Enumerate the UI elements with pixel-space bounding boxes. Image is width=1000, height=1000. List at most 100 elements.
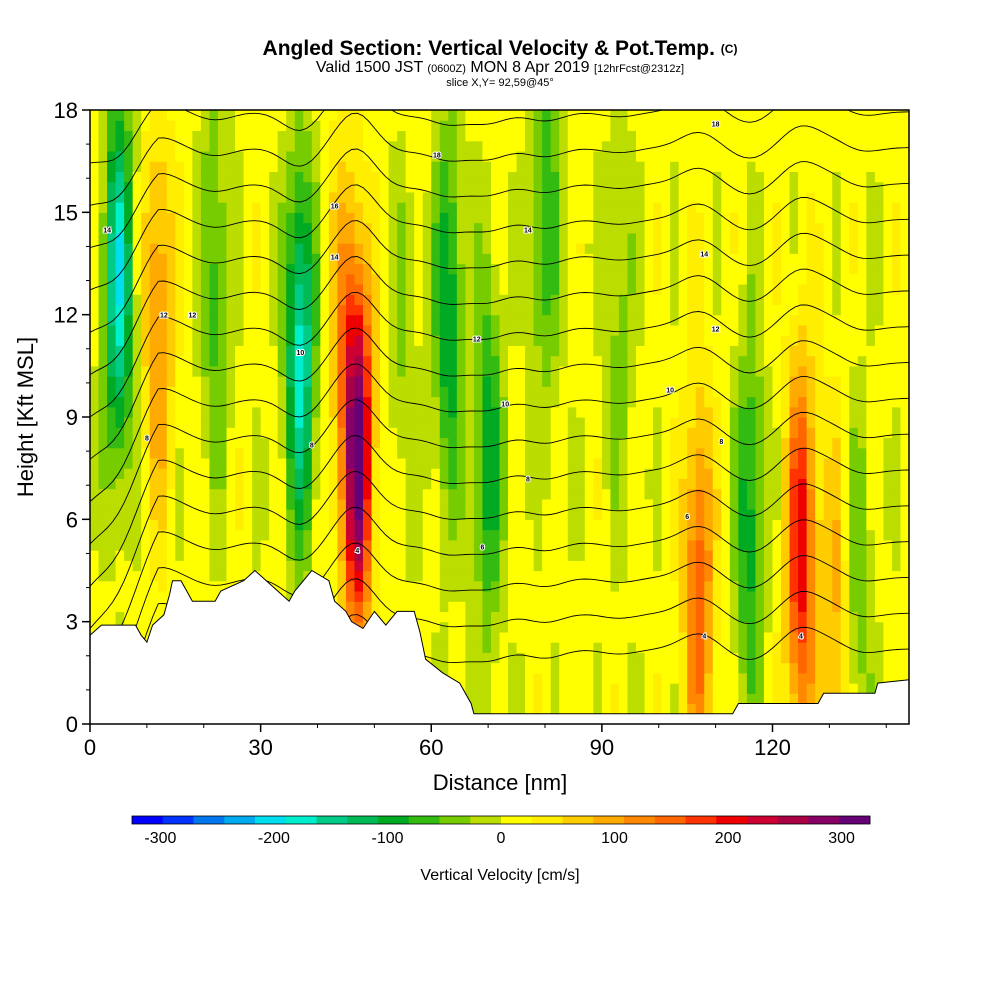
velocity-cell — [473, 703, 484, 715]
velocity-cell — [721, 386, 731, 398]
velocity-cell — [141, 468, 151, 479]
velocity-cell — [746, 611, 757, 623]
velocity-cell — [755, 539, 765, 551]
velocity-cell — [755, 560, 765, 572]
velocity-cell — [866, 560, 876, 572]
velocity-cell — [849, 406, 859, 418]
velocity-cell — [857, 601, 867, 613]
velocity-cell — [516, 529, 526, 541]
velocity-cell — [431, 283, 441, 295]
velocity-cell — [755, 550, 765, 561]
velocity-cell — [107, 447, 117, 459]
velocity-cell — [303, 560, 313, 572]
velocity-cell — [857, 488, 867, 500]
velocity-cell — [712, 212, 722, 224]
velocity-cell — [772, 590, 782, 602]
velocity-cell — [661, 693, 671, 705]
velocity-cell — [601, 212, 612, 224]
velocity-cell — [166, 550, 176, 561]
velocity-cell — [465, 590, 475, 602]
velocity-cell — [636, 631, 646, 643]
velocity-cell — [90, 243, 100, 254]
velocity-cell — [567, 631, 577, 643]
velocity-cell — [644, 662, 654, 674]
velocity-cell — [508, 621, 518, 633]
velocity-cell — [670, 478, 680, 490]
velocity-cell — [115, 396, 125, 408]
velocity-cell — [465, 457, 475, 469]
velocity-cell — [98, 376, 108, 387]
velocity-cell — [798, 642, 808, 653]
velocity-cell — [695, 539, 705, 551]
velocity-cell — [473, 191, 484, 203]
velocity-cell — [738, 580, 748, 592]
velocity-cell — [158, 243, 168, 254]
velocity-cell — [456, 386, 466, 398]
velocity-cell — [729, 529, 739, 541]
velocity-cell — [755, 601, 765, 613]
velocity-cell — [601, 550, 612, 561]
velocity-cell — [593, 590, 603, 602]
velocity-cell — [746, 345, 757, 357]
velocity-cell — [158, 365, 168, 377]
velocity-cell — [823, 437, 833, 449]
velocity-cell — [789, 283, 799, 295]
velocity-cell — [883, 304, 893, 316]
velocity-cell — [704, 478, 714, 490]
velocity-cell — [252, 273, 262, 285]
velocity-cell — [849, 457, 859, 469]
velocity-cell — [542, 693, 552, 705]
velocity-cell — [755, 468, 765, 479]
velocity-cell — [627, 406, 637, 418]
velocity-cell — [516, 642, 526, 653]
velocity-cell — [798, 498, 808, 510]
velocity-cell — [832, 232, 842, 244]
velocity-cell — [98, 447, 108, 459]
velocity-cell — [627, 642, 637, 653]
velocity-cell — [755, 294, 765, 306]
velocity-cell — [183, 273, 193, 285]
velocity-cell — [209, 447, 219, 459]
velocity-cell — [431, 232, 441, 244]
velocity-cell — [763, 590, 774, 602]
velocity-cell — [559, 263, 569, 275]
velocity-cell — [610, 273, 620, 285]
velocity-cell — [550, 304, 560, 316]
velocity-cell — [601, 631, 612, 643]
velocity-cell — [567, 703, 577, 715]
velocity-cell — [397, 550, 407, 561]
velocity-cell — [439, 427, 449, 439]
velocity-cell — [345, 560, 356, 572]
velocity-cell — [166, 529, 176, 541]
velocity-cell — [721, 355, 731, 367]
velocity-cell — [345, 498, 356, 510]
velocity-cell — [243, 355, 253, 367]
velocity-cell — [823, 529, 833, 541]
velocity-cell — [644, 396, 654, 408]
velocity-cell — [192, 447, 202, 459]
velocity-cell — [832, 212, 842, 224]
velocity-cell — [670, 335, 680, 346]
velocity-cell — [311, 283, 321, 295]
velocity-cell — [269, 294, 279, 306]
velocity-cell — [209, 283, 219, 295]
velocity-cell — [763, 601, 774, 613]
velocity-cell — [806, 273, 816, 285]
velocity-cell — [687, 683, 697, 694]
velocity-cell — [115, 478, 125, 490]
velocity-cell — [473, 509, 484, 520]
velocity-cell — [320, 529, 330, 541]
velocity-cell — [90, 294, 100, 306]
velocity-cell — [798, 519, 808, 531]
velocity-cell — [772, 212, 782, 224]
velocity-cell — [661, 437, 671, 449]
velocity-cell — [243, 243, 253, 254]
velocity-cell — [678, 652, 688, 664]
velocity-cell — [823, 263, 833, 275]
velocity-cell — [900, 498, 909, 510]
velocity-cell — [576, 672, 586, 684]
velocity-cell — [840, 560, 850, 572]
velocity-cell — [798, 304, 808, 316]
velocity-cell — [149, 365, 159, 377]
velocity-cell — [422, 437, 432, 449]
